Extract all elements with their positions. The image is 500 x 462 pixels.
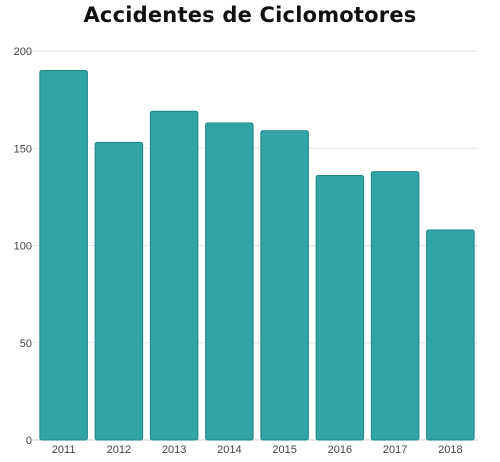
x-tick-label: 2015 (272, 444, 296, 456)
bar-2018 (426, 229, 475, 441)
y-tick-label: 100 (14, 241, 32, 253)
y-tick-label: 150 (14, 143, 32, 155)
x-tick-label: 2018 (438, 444, 462, 456)
bar-2012 (94, 141, 144, 441)
bar-2016 (315, 174, 365, 441)
x-tick-label: 2011 (52, 444, 76, 456)
y-tick-label: 50 (20, 338, 32, 350)
bar-2014 (205, 122, 254, 441)
y-tick-label: 0 (26, 435, 32, 447)
x-tick-label: 2016 (328, 444, 352, 456)
bar-2017 (370, 171, 420, 441)
x-tick-label: 2014 (217, 444, 241, 456)
y-tick-label: 200 (14, 46, 32, 58)
x-tick-label: 2017 (383, 444, 407, 456)
bar-2013 (149, 110, 199, 441)
bar-2011 (39, 69, 88, 441)
chart-title: Accidentes de Ciclomotores (83, 3, 417, 27)
x-tick-label: 2013 (162, 444, 186, 456)
x-tick-label: 2012 (107, 444, 131, 456)
bar-2015 (260, 130, 309, 441)
